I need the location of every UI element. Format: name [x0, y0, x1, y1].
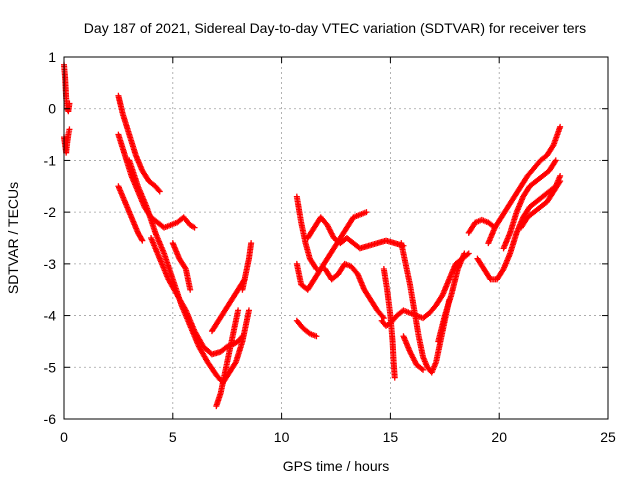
data-point: [245, 307, 252, 314]
data-point: [191, 224, 198, 231]
data-point: [187, 286, 194, 293]
data-point: [552, 157, 559, 164]
x-tick-label: 5: [169, 429, 177, 445]
data-point: [313, 333, 320, 340]
data-point: [379, 313, 386, 320]
x-tick-label: 15: [383, 429, 399, 445]
y-tick-label: 0: [48, 101, 56, 117]
data-point: [557, 123, 564, 130]
data-point: [138, 236, 145, 243]
x-tick-label: 0: [60, 429, 68, 445]
data-point: [420, 366, 427, 373]
data-point: [461, 250, 468, 257]
data-point: [557, 178, 564, 185]
data-point: [66, 100, 73, 107]
data-point: [156, 188, 163, 195]
y-tick-label: -2: [44, 204, 57, 220]
data-point: [391, 374, 398, 381]
data-point: [139, 237, 146, 244]
data-point: [551, 158, 558, 165]
data-point: [312, 264, 319, 271]
data-point: [418, 365, 425, 372]
data-point: [155, 187, 162, 194]
data-point: [363, 209, 370, 216]
data-point: [248, 240, 255, 247]
data-point: [557, 172, 564, 179]
data-point: [232, 360, 239, 367]
data-points: [61, 61, 564, 410]
y-tick-label: -4: [44, 308, 57, 324]
data-point: [182, 264, 189, 271]
data-point: [556, 179, 563, 186]
data-point: [235, 307, 242, 314]
y-tick-label: -6: [44, 411, 57, 427]
x-tick-label: 20: [491, 429, 507, 445]
y-tick-label: -3: [44, 256, 57, 272]
x-tick-label: 25: [600, 429, 616, 445]
x-axis-label: GPS time / hours: [283, 458, 390, 474]
y-axis-label: SDTVAR / TECUs: [5, 182, 21, 294]
x-tick-label: 10: [274, 429, 290, 445]
grid-lines: [64, 57, 608, 419]
y-tick-label: -1: [44, 152, 57, 168]
data-point: [66, 126, 73, 133]
chart-title: Day 187 of 2021, Sidereal Day-to-day VTE…: [84, 20, 586, 36]
y-tick-label: -5: [44, 359, 57, 375]
plot-frame: [63, 56, 609, 420]
y-tick-label: 1: [48, 49, 56, 65]
